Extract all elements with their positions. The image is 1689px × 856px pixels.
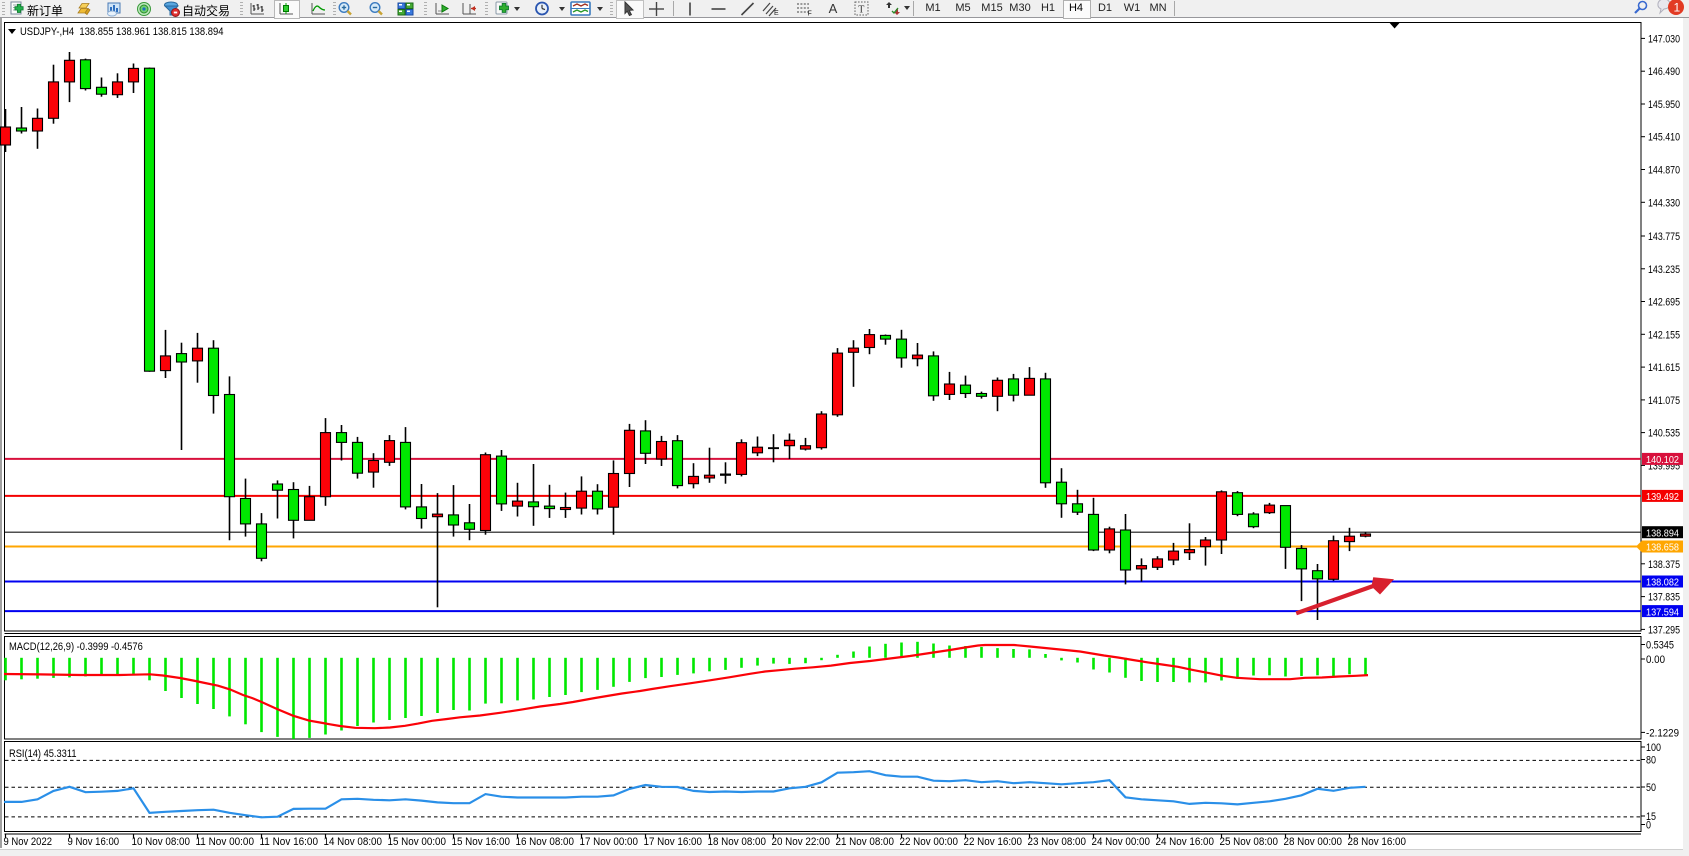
svg-text:22 Nov 00:00: 22 Nov 00:00 [900, 836, 959, 848]
svg-text:15 Nov 00:00: 15 Nov 00:00 [388, 836, 447, 848]
svg-text:-2.1229: -2.1229 [1646, 727, 1679, 739]
svg-text:140.102: 140.102 [1646, 454, 1679, 466]
svg-text:16 Nov 08:00: 16 Nov 08:00 [516, 836, 575, 848]
svg-text:50: 50 [1646, 782, 1656, 794]
svg-text:F: F [808, 11, 812, 18]
svg-text:E: E [774, 10, 779, 17]
svg-text:137.594: 137.594 [1646, 606, 1679, 618]
svg-text:9 Nov 16:00: 9 Nov 16:00 [68, 836, 120, 848]
svg-text:147.030: 147.030 [1648, 33, 1680, 45]
svg-text:138.082: 138.082 [1646, 577, 1679, 589]
svg-text:141.615: 141.615 [1648, 362, 1680, 374]
svg-text:10 Nov 08:00: 10 Nov 08:00 [132, 836, 191, 848]
svg-text:14 Nov 08:00: 14 Nov 08:00 [324, 836, 383, 848]
svg-text:0.00: 0.00 [1646, 654, 1665, 666]
svg-text:11 Nov 16:00: 11 Nov 16:00 [260, 836, 319, 848]
svg-text:17 Nov 16:00: 17 Nov 16:00 [644, 836, 703, 848]
svg-text:RSI(14) 45.3311: RSI(14) 45.3311 [9, 748, 77, 760]
svg-text:142.695: 142.695 [1648, 297, 1680, 309]
svg-text:20 Nov 22:00: 20 Nov 22:00 [772, 836, 831, 848]
svg-text:137.295: 137.295 [1648, 624, 1680, 636]
svg-text:0: 0 [1646, 820, 1651, 832]
svg-text:100: 100 [1646, 742, 1661, 754]
svg-text:138.894: 138.894 [1646, 527, 1679, 539]
svg-text:140.535: 140.535 [1648, 428, 1680, 440]
svg-text:11 Nov 00:00: 11 Nov 00:00 [196, 836, 255, 848]
svg-text:138.658: 138.658 [1646, 542, 1679, 554]
svg-text:146.490: 146.490 [1648, 66, 1680, 78]
svg-text:23 Nov 08:00: 23 Nov 08:00 [1028, 836, 1087, 848]
svg-text:25 Nov 08:00: 25 Nov 08:00 [1220, 836, 1279, 848]
svg-text:145.950: 145.950 [1648, 99, 1680, 111]
svg-text:T: T [858, 5, 864, 16]
svg-text:137.835: 137.835 [1648, 592, 1680, 604]
svg-text:144.870: 144.870 [1648, 165, 1680, 177]
svg-text:USDJPY-,H4 138.855 138.961 13: USDJPY-,H4 138.855 138.961 138.815 138.8… [20, 26, 224, 38]
svg-text:80: 80 [1646, 755, 1656, 767]
svg-text:139.492: 139.492 [1646, 491, 1679, 503]
svg-text:21 Nov 08:00: 21 Nov 08:00 [836, 836, 895, 848]
svg-text:143.235: 143.235 [1648, 264, 1680, 276]
svg-text:1: 1 [1674, 1, 1681, 15]
svg-text:143.775: 143.775 [1648, 231, 1680, 243]
svg-text:24 Nov 16:00: 24 Nov 16:00 [1156, 836, 1215, 848]
svg-text:28 Nov 00:00: 28 Nov 00:00 [1284, 836, 1343, 848]
svg-text:142.155: 142.155 [1648, 329, 1680, 341]
svg-text:138.375: 138.375 [1648, 559, 1680, 571]
svg-text:22 Nov 16:00: 22 Nov 16:00 [964, 836, 1023, 848]
svg-text:0.5345: 0.5345 [1646, 640, 1674, 652]
svg-text:17 Nov 00:00: 17 Nov 00:00 [580, 836, 639, 848]
svg-text:144.330: 144.330 [1648, 197, 1680, 209]
svg-text:MACD(12,26,9) -0.3999 -0.4576: MACD(12,26,9) -0.3999 -0.4576 [9, 641, 143, 653]
svg-text:18 Nov 08:00: 18 Nov 08:00 [708, 836, 767, 848]
svg-text:24 Nov 00:00: 24 Nov 00:00 [1092, 836, 1151, 848]
svg-text:28 Nov 16:00: 28 Nov 16:00 [1348, 836, 1407, 848]
svg-text:9 Nov 2022: 9 Nov 2022 [4, 836, 53, 848]
svg-text:145.410: 145.410 [1648, 132, 1680, 144]
svg-text:141.075: 141.075 [1648, 395, 1680, 407]
svg-text:15: 15 [1646, 811, 1656, 823]
svg-text:15 Nov 16:00: 15 Nov 16:00 [452, 836, 511, 848]
